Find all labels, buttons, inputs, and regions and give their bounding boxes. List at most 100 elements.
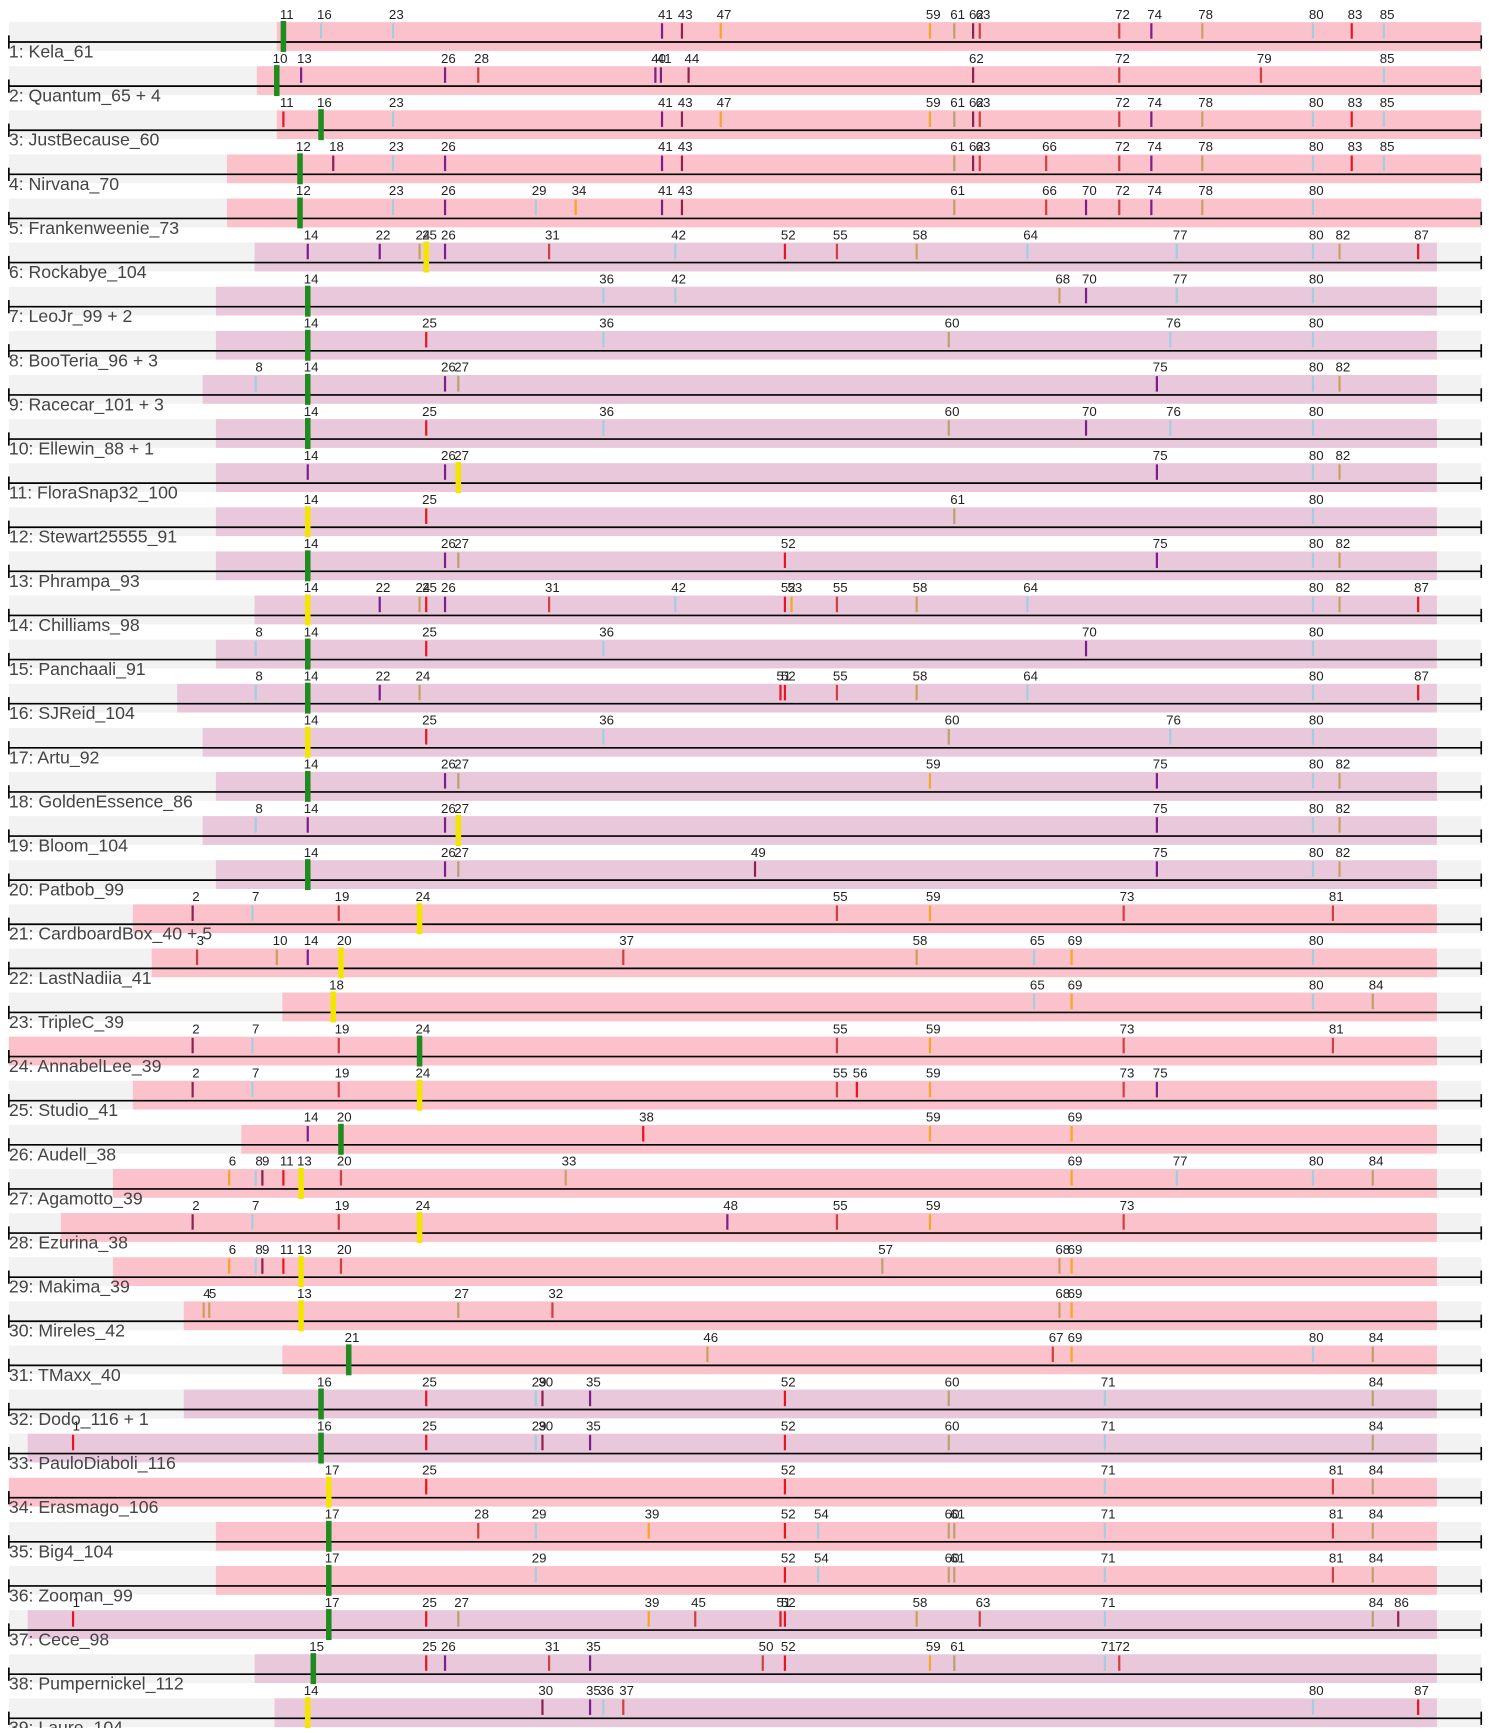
pham-number: 70 bbox=[1082, 183, 1097, 198]
pham-number: 7 bbox=[252, 1198, 259, 1213]
pham-number: 61 bbox=[950, 139, 965, 154]
row-label: 28: Ezurina_38 bbox=[9, 1233, 128, 1254]
pham-number: 45 bbox=[691, 1595, 706, 1610]
pham-number: 42 bbox=[671, 227, 686, 242]
pham-number: 80 bbox=[1309, 801, 1324, 816]
pham-number: 82 bbox=[1335, 845, 1350, 860]
pham-number: 63 bbox=[976, 1595, 991, 1610]
pham-number: 6 bbox=[229, 1154, 236, 1169]
pham-number: 14 bbox=[304, 580, 319, 595]
pham-number: 55 bbox=[833, 580, 848, 595]
gene-band bbox=[282, 992, 1437, 1022]
pham-number: 84 bbox=[1369, 1463, 1384, 1478]
pham-number: 27 bbox=[454, 536, 469, 551]
pham-number: 27 bbox=[454, 1595, 469, 1610]
pham-number: 58 bbox=[913, 227, 928, 242]
pham-number: 8 bbox=[255, 1154, 262, 1169]
pham-number: 76 bbox=[1166, 713, 1181, 728]
highlight-tick bbox=[416, 1079, 423, 1111]
pham-number: 6 bbox=[229, 1242, 236, 1257]
highlight-tick bbox=[304, 506, 311, 538]
pham-number: 80 bbox=[1309, 227, 1324, 242]
pham-number: 8 bbox=[255, 1242, 262, 1257]
pham-number: 39 bbox=[645, 1507, 660, 1522]
pham-number: 9 bbox=[262, 1242, 269, 1257]
pham-number: 84 bbox=[1369, 1154, 1384, 1169]
pham-number: 60 bbox=[945, 1374, 960, 1389]
pham-number: 62 bbox=[969, 139, 984, 154]
pham-number: 80 bbox=[1309, 713, 1324, 728]
pham-number: 13 bbox=[297, 51, 312, 66]
pham-number: 87 bbox=[1414, 1683, 1429, 1698]
highlight-tick bbox=[304, 638, 311, 670]
pham-number: 52 bbox=[781, 1418, 796, 1433]
pham-number: 42 bbox=[671, 580, 686, 595]
pham-number: 11 bbox=[280, 7, 294, 22]
row-label: 6: Rockabye_104 bbox=[9, 262, 147, 283]
pham-number: 75 bbox=[1153, 845, 1168, 860]
pham-number: 41 bbox=[658, 95, 673, 110]
pham-number: 80 bbox=[1309, 404, 1324, 419]
pham-number: 80 bbox=[1309, 183, 1324, 198]
pham-number: 18 bbox=[329, 139, 344, 154]
pham-number: 66 bbox=[1042, 139, 1057, 154]
pham-number: 60 bbox=[945, 1418, 960, 1433]
pham-number: 52 bbox=[781, 1463, 796, 1478]
pham-number: 25 bbox=[422, 227, 437, 242]
pham-number: 60 bbox=[945, 1551, 960, 1566]
pham-number: 80 bbox=[1309, 316, 1324, 331]
pham-number: 77 bbox=[1173, 271, 1188, 286]
gene-band bbox=[27, 1433, 1437, 1463]
pham-number: 83 bbox=[1348, 7, 1363, 22]
pham-number: 61 bbox=[950, 1507, 965, 1522]
pham-number: 8 bbox=[255, 668, 262, 683]
pham-number: 14 bbox=[304, 360, 319, 375]
pham-number: 84 bbox=[1369, 1330, 1384, 1345]
pham-number: 66 bbox=[1042, 183, 1057, 198]
pham-number: 27 bbox=[454, 801, 469, 816]
highlight-tick bbox=[280, 21, 287, 52]
pham-number: 82 bbox=[1335, 227, 1350, 242]
row-label: 34: Erasmago_106 bbox=[9, 1497, 159, 1518]
pham-number: 2 bbox=[192, 1065, 199, 1080]
pham-number: 54 bbox=[814, 1551, 829, 1566]
pham-number: 2 bbox=[192, 889, 199, 904]
pham-number: 71 bbox=[1101, 1507, 1116, 1522]
pham-number: 71 bbox=[1101, 1418, 1116, 1433]
pham-number: 16 bbox=[317, 1374, 332, 1389]
pham-number: 52 bbox=[781, 1551, 796, 1566]
pham-number: 28 bbox=[474, 1507, 489, 1522]
pham-number: 25 bbox=[422, 316, 437, 331]
pham-number: 16 bbox=[317, 95, 332, 110]
gene-band bbox=[202, 727, 1437, 757]
gene-band bbox=[112, 1257, 1437, 1286]
pham-number: 60 bbox=[945, 404, 960, 419]
pham-number: 14 bbox=[304, 757, 319, 772]
highlight-tick bbox=[297, 197, 303, 229]
pham-number: 41 bbox=[657, 51, 672, 66]
row-label: 8: BooTeria_96 + 3 bbox=[9, 350, 158, 371]
pham-number: 22 bbox=[376, 227, 391, 242]
pham-number: 25 bbox=[422, 1418, 437, 1433]
pham-number: 8 bbox=[255, 624, 262, 639]
pham-number: 82 bbox=[1335, 448, 1350, 463]
gene-band bbox=[215, 860, 1437, 889]
gene-band bbox=[215, 551, 1437, 581]
row-label: 13: Phrampa_93 bbox=[9, 571, 140, 592]
pham-number: 5 bbox=[209, 1286, 216, 1301]
pham-number: 84 bbox=[1369, 1595, 1384, 1610]
gene-band bbox=[215, 507, 1437, 537]
row-label: 11: FloraSnap32_100 bbox=[9, 483, 178, 504]
row-label: 17: Artu_92 bbox=[9, 747, 100, 768]
pham-number: 86 bbox=[1394, 1595, 1409, 1610]
pham-number: 14 bbox=[304, 448, 319, 463]
pham-number: 9 bbox=[262, 1154, 269, 1169]
row-label: 25: Studio_41 bbox=[9, 1100, 118, 1121]
pham-number: 25 bbox=[422, 492, 437, 507]
pham-number: 14 bbox=[304, 624, 319, 639]
pham-number: 29 bbox=[532, 1374, 547, 1389]
highlight-tick bbox=[338, 1123, 344, 1155]
pham-number: 80 bbox=[1309, 536, 1324, 551]
pham-number: 60 bbox=[945, 1507, 960, 1522]
pham-number: 80 bbox=[1309, 7, 1324, 22]
